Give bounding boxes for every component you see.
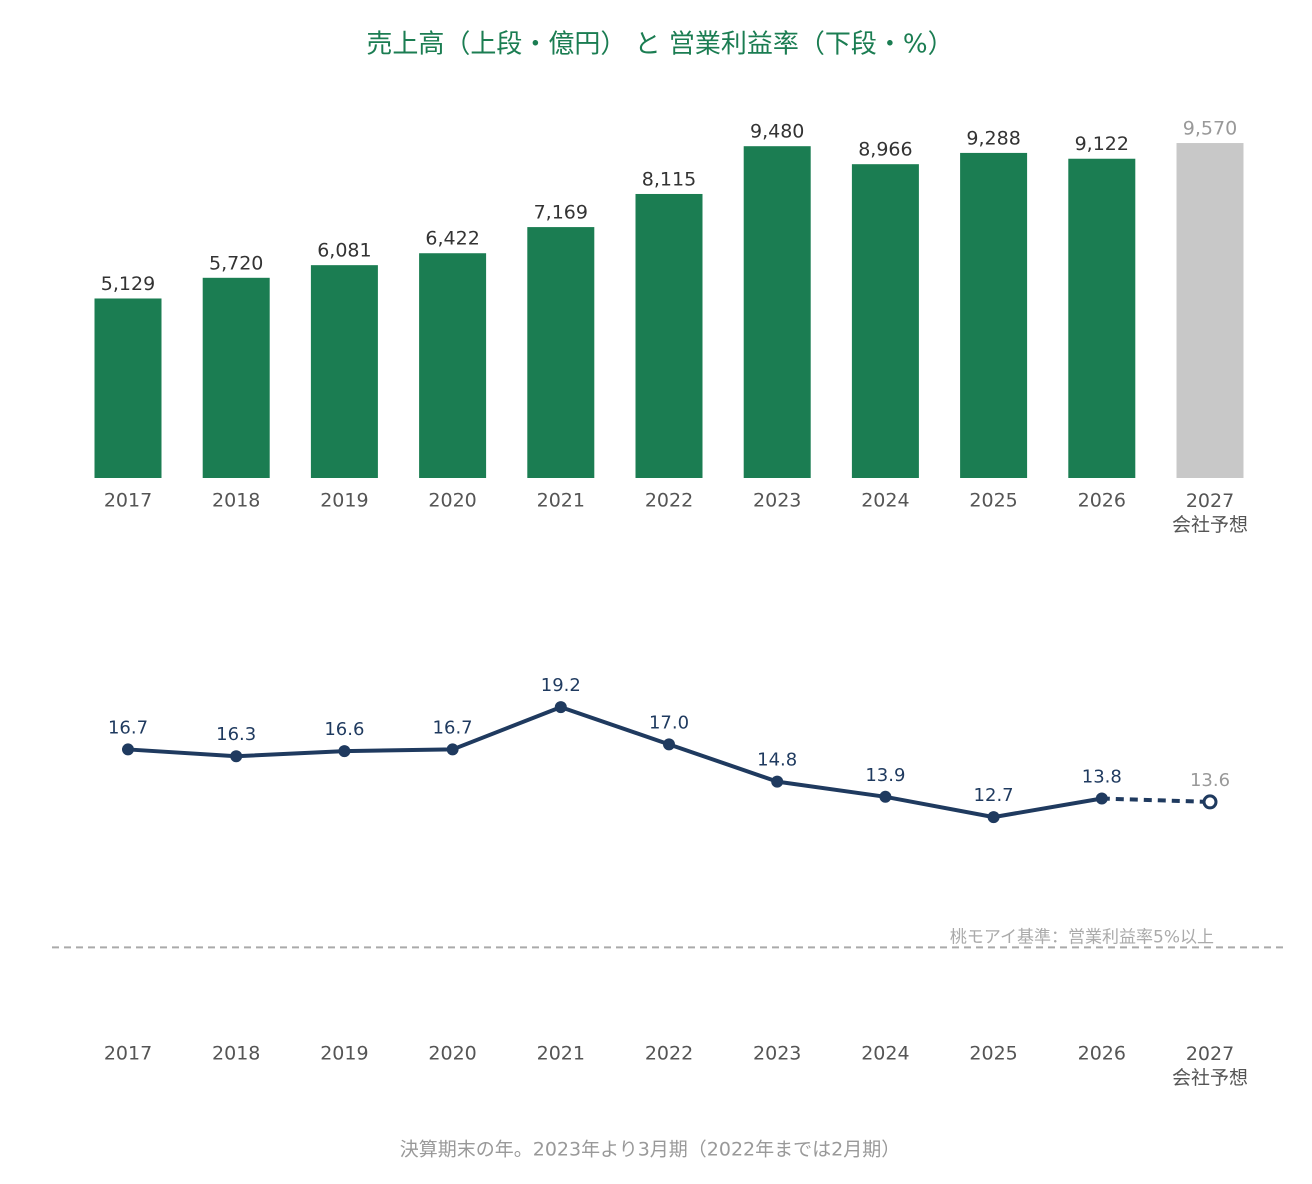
bar <box>960 152 1028 479</box>
x-tick-label: 2019 <box>320 1043 368 1065</box>
value-label: 16.7 <box>108 717 148 738</box>
bar <box>851 164 919 478</box>
forecast-line <box>1101 796 1211 804</box>
x-tick-label: 2021 <box>537 490 585 512</box>
value-label: 19.2 <box>541 675 581 696</box>
value-label: 9,570 <box>1183 118 1237 140</box>
x-tick-label: 2017 <box>104 490 152 512</box>
x-tick-label: 2017 <box>104 1043 152 1065</box>
bar <box>94 298 162 478</box>
point <box>1202 794 1218 810</box>
value-label: 16.6 <box>324 719 364 740</box>
x-tick-label: 2023 <box>753 490 801 512</box>
x-tick-label: 2021 <box>537 1043 585 1065</box>
value-label: 13.8 <box>1082 767 1122 788</box>
bar <box>1176 143 1244 479</box>
point <box>1095 792 1108 805</box>
bar <box>635 193 703 478</box>
bar <box>419 253 487 478</box>
x-tick-label: 2020 <box>428 490 476 512</box>
value-label: 9,122 <box>1075 133 1129 155</box>
bar <box>743 146 811 478</box>
point <box>879 790 892 803</box>
chart-title: 売上高（上段・億円） と 営業利益率（下段・%） <box>366 30 953 60</box>
bar <box>310 265 378 478</box>
footnote: 決算期末の年。2023年より3月期（2022年までは2月期） <box>400 1139 901 1161</box>
x-tick-label: 2027 会社予想 <box>1172 490 1248 536</box>
point <box>230 750 243 763</box>
value-label: 13.6 <box>1190 770 1230 791</box>
x-tick-label: 2027 会社予想 <box>1172 1043 1248 1089</box>
bar <box>1068 158 1136 479</box>
x-tick-label: 2020 <box>428 1043 476 1065</box>
x-tick-label: 2022 <box>645 1043 693 1065</box>
value-label: 7,169 <box>534 202 588 224</box>
point <box>338 745 351 758</box>
value-label: 8,966 <box>858 139 912 161</box>
value-label: 16.3 <box>216 724 256 745</box>
point <box>987 811 1000 824</box>
x-tick-label: 2026 <box>1078 1043 1126 1065</box>
x-tick-label: 2018 <box>212 490 260 512</box>
value-label: 13.9 <box>865 765 905 786</box>
value-label: 6,081 <box>317 240 371 262</box>
x-tick-label: 2022 <box>645 490 693 512</box>
x-tick-label: 2025 <box>969 1043 1017 1065</box>
line <box>127 705 1103 820</box>
x-tick-label: 2019 <box>320 490 368 512</box>
point <box>663 738 675 751</box>
bar <box>527 227 595 478</box>
point <box>122 743 134 756</box>
value-label: 17.0 <box>649 712 689 733</box>
x-tick-label: 2018 <box>212 1043 260 1065</box>
value-label: 16.7 <box>433 717 473 738</box>
value-label: 8,115 <box>642 168 696 190</box>
bar <box>202 277 270 478</box>
x-tick-label: 2025 <box>969 490 1017 512</box>
reference-label: 桃モアイ基準：営業利益率5%以上 <box>950 927 1214 947</box>
value-label: 14.8 <box>757 750 797 771</box>
x-tick-label: 2024 <box>861 490 909 512</box>
point <box>554 701 567 714</box>
value-label: 6,422 <box>425 228 479 250</box>
x-tick-label: 2023 <box>753 1043 801 1065</box>
value-label: 5,720 <box>209 252 263 274</box>
point <box>446 743 459 756</box>
value-label: 9,288 <box>966 127 1020 149</box>
value-label: 5,129 <box>101 273 155 295</box>
x-tick-label: 2026 <box>1078 490 1126 512</box>
value-label: 12.7 <box>974 785 1014 806</box>
point <box>771 775 784 788</box>
x-tick-label: 2024 <box>861 1043 909 1065</box>
value-label: 9,480 <box>750 121 804 143</box>
